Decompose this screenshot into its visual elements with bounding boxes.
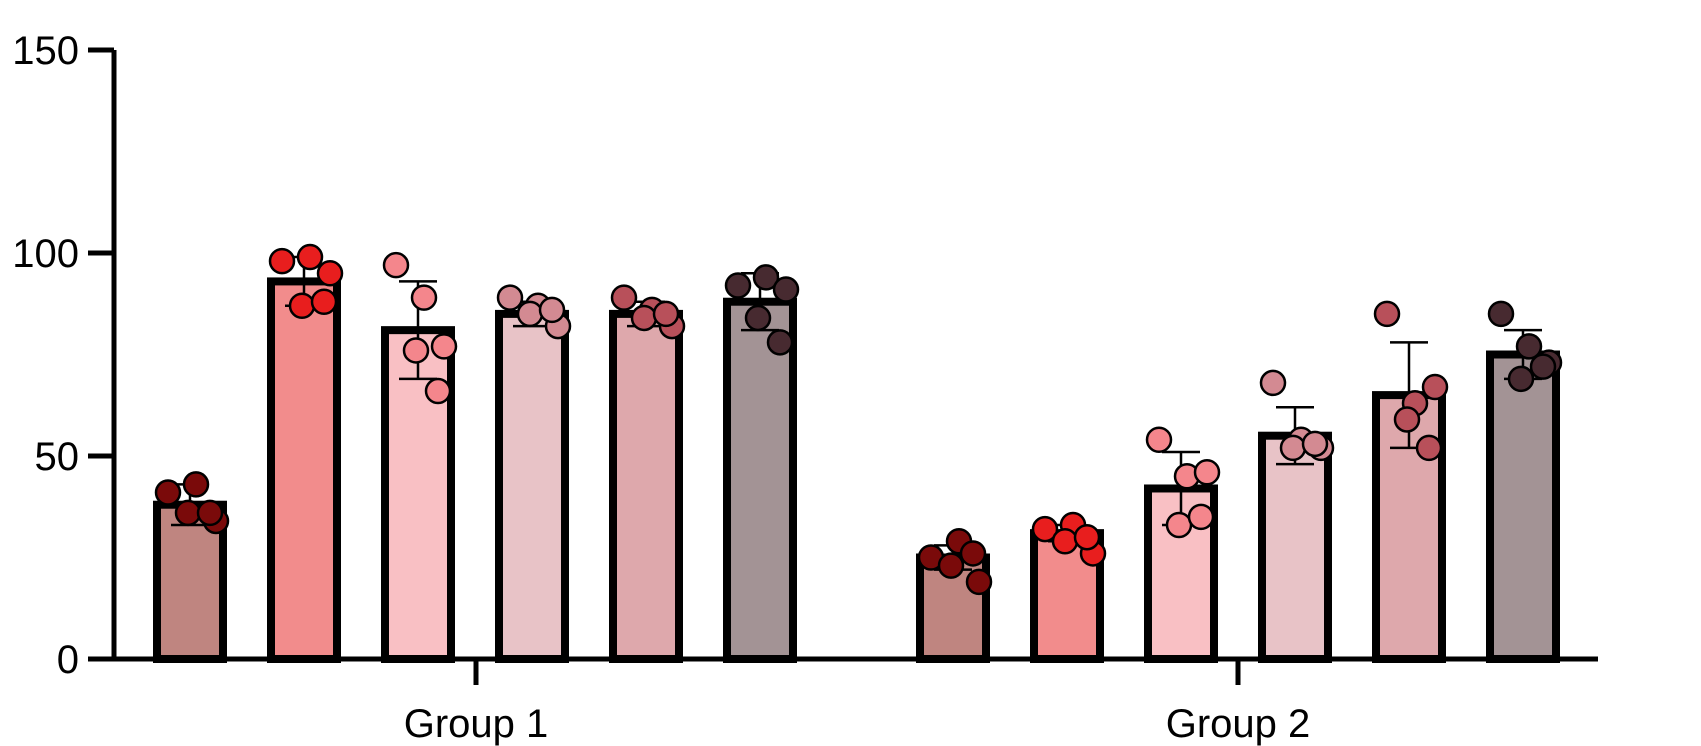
data-point (1051, 528, 1079, 555)
errors-layer (171, 255, 1542, 571)
data-point (1301, 430, 1329, 458)
data-point (1279, 434, 1307, 462)
data-point (1373, 300, 1401, 328)
data-point (1193, 458, 1221, 486)
data-point (538, 296, 566, 324)
data-point (610, 284, 638, 311)
data-point (772, 276, 800, 303)
data-point (1529, 353, 1557, 380)
data-point (1259, 369, 1287, 397)
bar-g1-6 (723, 297, 797, 663)
data-point (1187, 503, 1215, 531)
y-tick-label: 100 (12, 232, 79, 276)
axes-layer (88, 50, 1598, 662)
points-layer (154, 243, 1563, 596)
group-label: Group 1 (404, 702, 549, 746)
data-point (310, 288, 338, 315)
data-point (1145, 426, 1173, 454)
bar-g2-4 (1258, 431, 1332, 664)
data-point (724, 272, 752, 299)
data-point (1393, 406, 1421, 433)
data-point (182, 471, 210, 498)
data-point (424, 377, 452, 405)
data-point (630, 304, 658, 332)
data-point (382, 251, 410, 279)
data-point (766, 329, 794, 356)
data-point (410, 284, 438, 311)
data-point (1487, 300, 1515, 328)
data-point (1507, 365, 1535, 393)
data-point (752, 264, 780, 291)
data-point (1421, 373, 1449, 401)
bar-g1-4 (495, 309, 569, 663)
data-point (1031, 515, 1059, 543)
data-point (430, 333, 458, 360)
data-point (516, 300, 544, 328)
data-point (402, 337, 430, 364)
data-point (1415, 434, 1443, 462)
data-point (1165, 511, 1193, 539)
group-label: Group 2 (1166, 702, 1311, 746)
data-point (296, 243, 324, 271)
data-point (196, 499, 224, 527)
data-point (652, 300, 680, 328)
data-point (496, 284, 524, 311)
data-point (154, 479, 182, 506)
data-point (174, 499, 202, 527)
y-tick-label: 50 (35, 435, 80, 479)
data-point (268, 247, 296, 275)
bar-g2-2 (1030, 529, 1104, 664)
data-point (959, 540, 987, 567)
y-tick-label: 150 (12, 29, 79, 73)
data-point (937, 552, 965, 579)
bar-g1-5 (609, 309, 683, 663)
data-point (1073, 523, 1101, 551)
bar-g1-2 (267, 277, 341, 663)
ticks-layer: 0 50 100 150 Group 1 Group 2 (12, 29, 1310, 746)
data-point (965, 568, 993, 596)
y-tick-label: 0 (57, 638, 79, 682)
data-point (316, 260, 344, 287)
data-point (1515, 333, 1543, 360)
bars-layer (153, 277, 1560, 664)
data-point (744, 304, 772, 332)
bar-g2-6 (1486, 350, 1560, 663)
data-point (288, 292, 316, 320)
